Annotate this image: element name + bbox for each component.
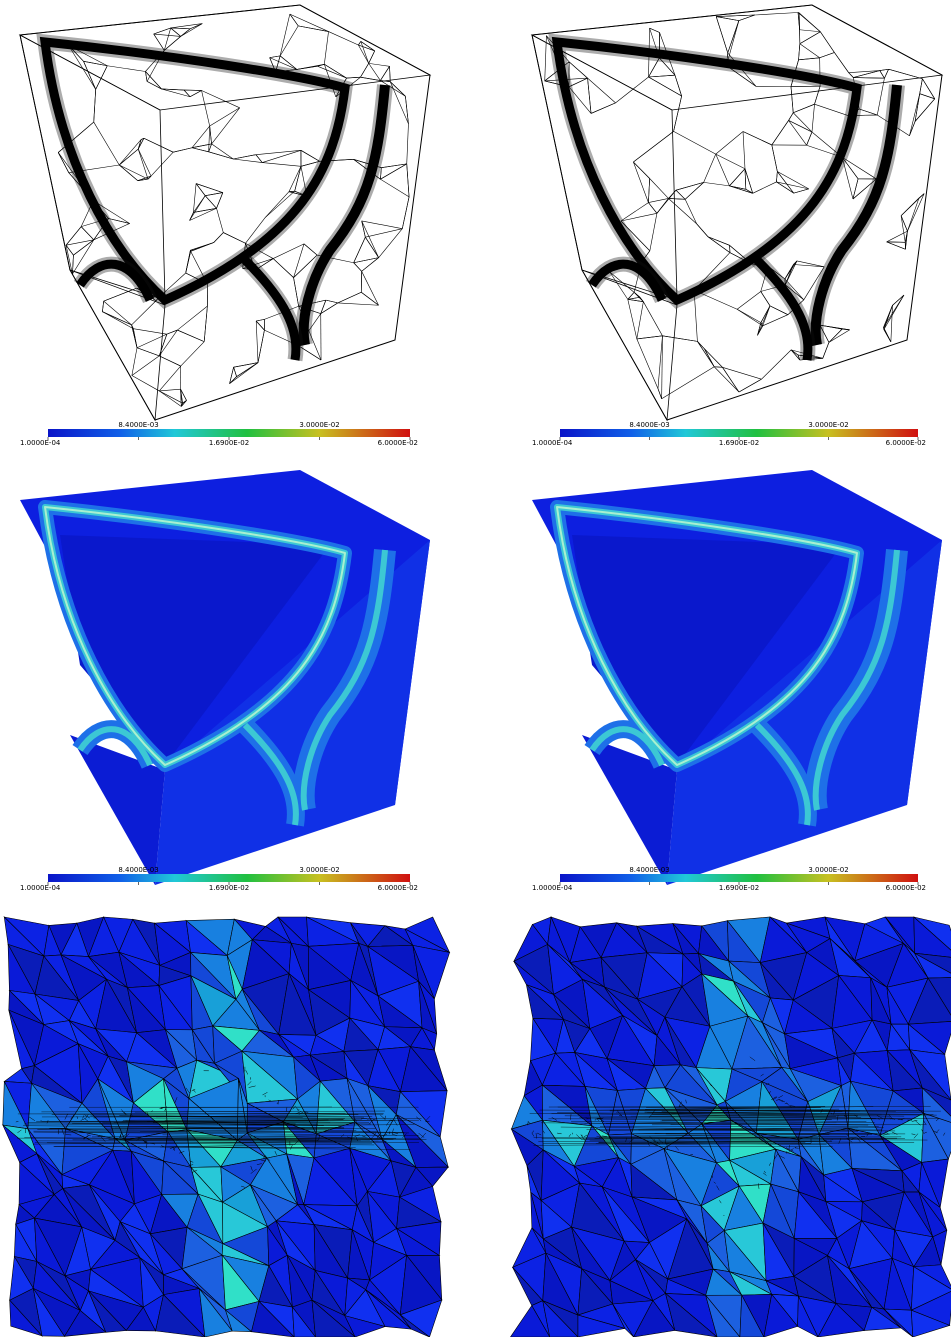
colorbar-label: 6.0000E-02 — [886, 439, 926, 447]
wireframe-cube — [532, 5, 942, 420]
colorbar-label: 1.0000E-04 — [532, 439, 573, 447]
colorbar-label: 8.4000E-03 — [629, 866, 669, 874]
colorbar — [560, 874, 918, 882]
colorbar-label: 6.0000E-02 — [378, 884, 418, 892]
figure: 1.0000E-04 8.4000E-03 1.6900E-02 3.0000E-02… — [0, 0, 951, 1337]
colorbar-label: 3.0000E-02 — [299, 421, 339, 429]
error-field-cube — [532, 470, 942, 885]
colorbar-label: 8.4000E-03 — [118, 866, 158, 874]
colorbar-label: 3.0000E-02 — [808, 421, 848, 429]
colorbar — [560, 429, 918, 437]
colorbar-label: 1.6900E-02 — [209, 884, 249, 892]
error-mesh-slice — [3, 917, 450, 1337]
colorbar-label: 3.0000E-02 — [299, 866, 339, 874]
colorbar-label: 1.0000E-04 — [532, 884, 573, 892]
colorbar-label: 3.0000E-02 — [808, 866, 848, 874]
colorbar — [48, 874, 410, 882]
colorbar-label: 1.0000E-04 — [20, 439, 61, 447]
wireframe-cube — [20, 5, 430, 420]
error-mesh-slice — [510, 917, 951, 1337]
colorbar-label: 6.0000E-02 — [886, 884, 926, 892]
colorbar-label: 1.6900E-02 — [209, 439, 249, 447]
colorbar-label: 1.6900E-02 — [719, 439, 759, 447]
colorbar-label: 8.4000E-03 — [118, 421, 158, 429]
colorbar-label: 8.4000E-03 — [629, 421, 669, 429]
colorbar-label: 6.0000E-02 — [378, 439, 418, 447]
error-field-cube — [20, 470, 430, 885]
colorbar-label: 1.6900E-02 — [719, 884, 759, 892]
colorbar — [48, 429, 410, 437]
page: {"colorbars": [ {"ticks": [{"value": 0.0… — [0, 0, 951, 1337]
colorbar-label: 1.0000E-04 — [20, 884, 61, 892]
